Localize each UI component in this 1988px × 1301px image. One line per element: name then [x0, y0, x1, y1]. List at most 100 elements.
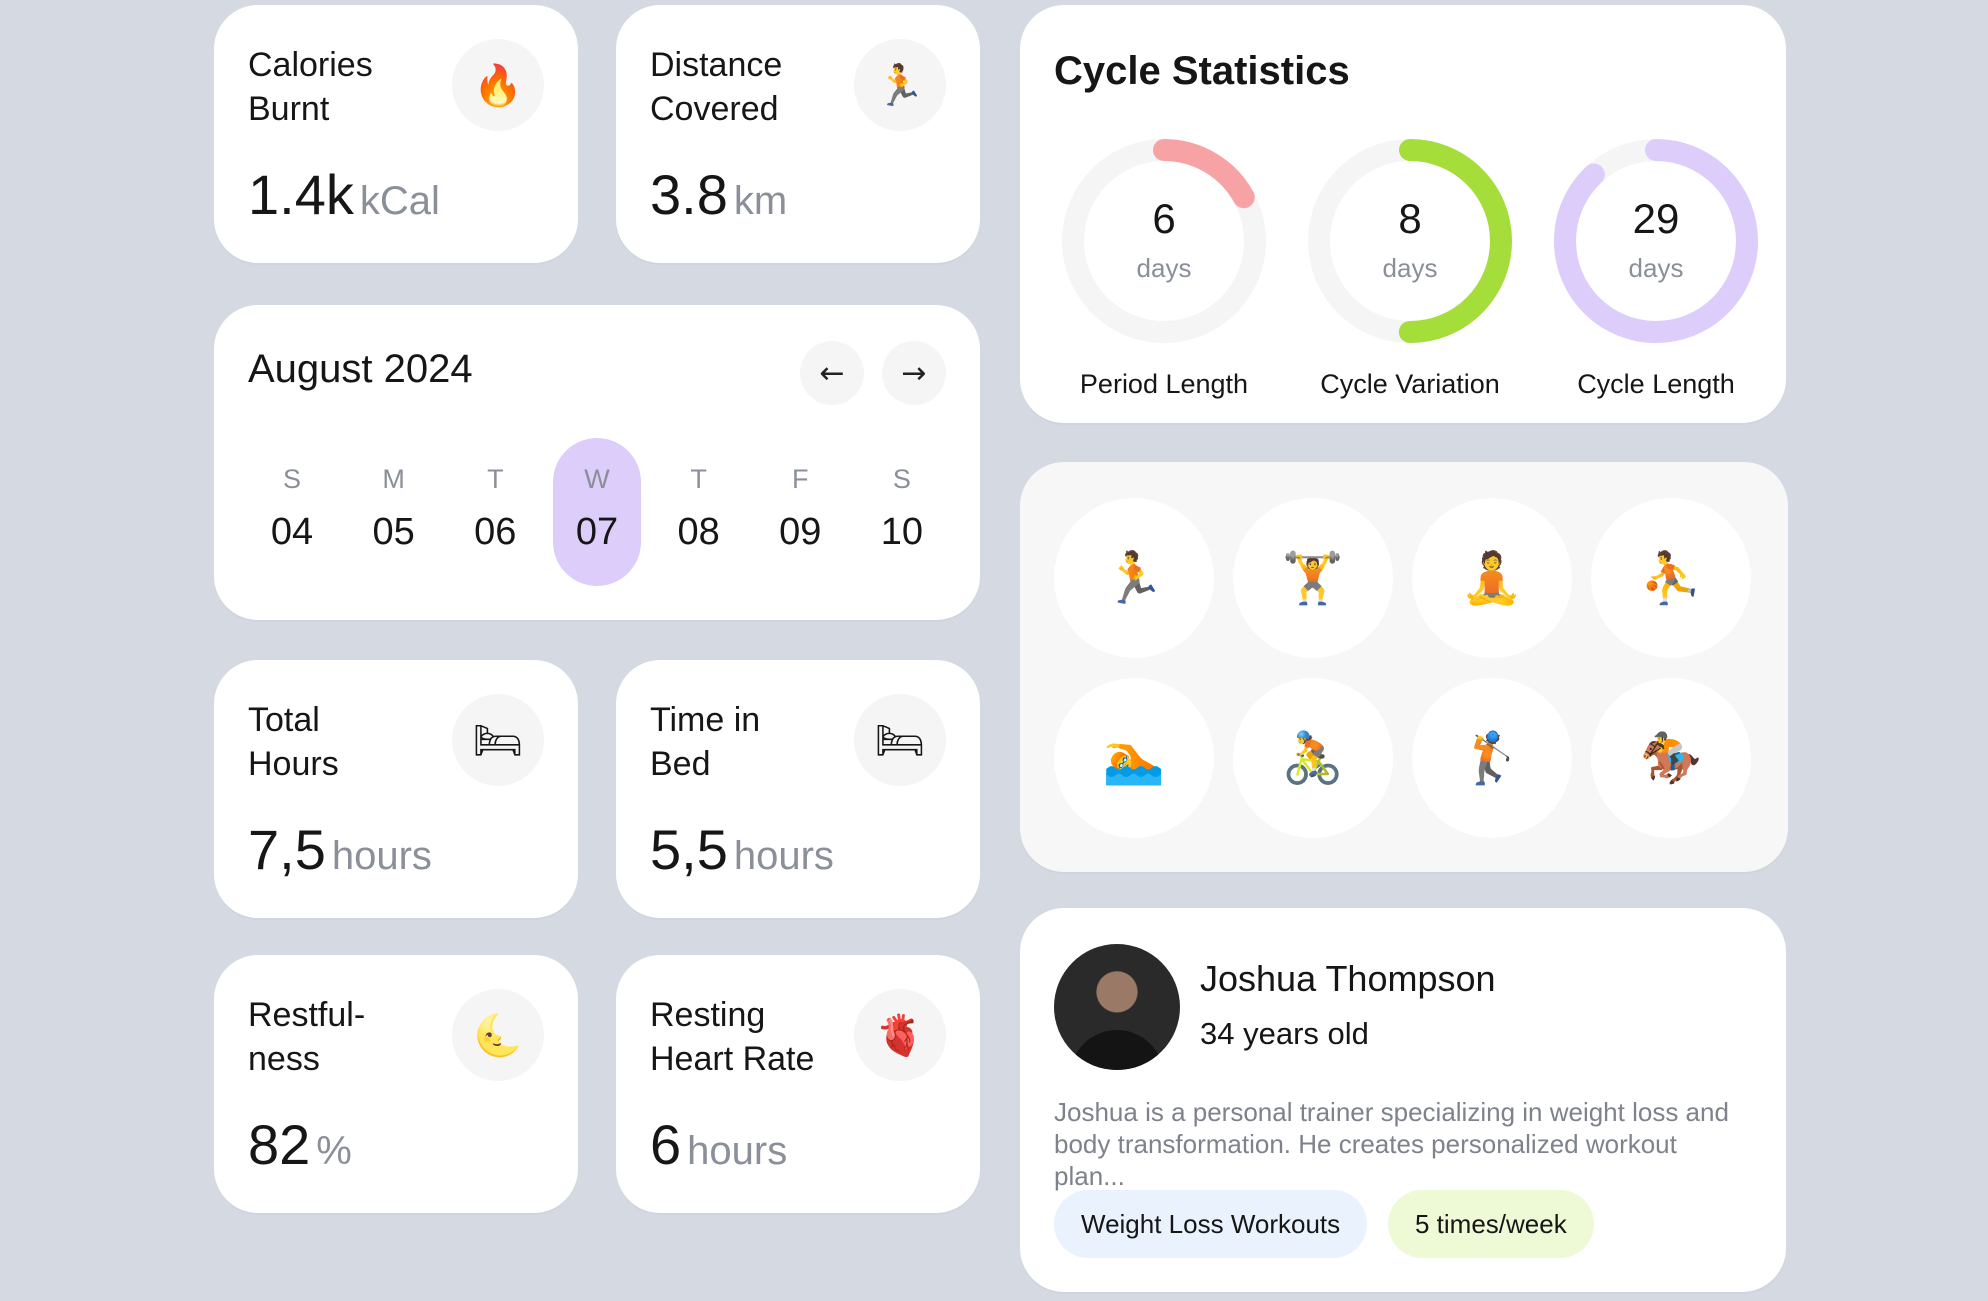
- day-10[interactable]: S 10: [858, 438, 946, 586]
- yoga-icon[interactable]: 🧘: [1412, 498, 1572, 658]
- arrow-right-icon: →: [901, 355, 927, 391]
- ring-chart: [1308, 139, 1512, 343]
- ring-value: 6: [1152, 195, 1176, 242]
- fire-icon: 🔥: [452, 39, 544, 131]
- day-label: W: [584, 464, 610, 494]
- prev-month-button[interactable]: ←: [800, 341, 864, 405]
- golf-icon[interactable]: 🏌: [1412, 678, 1572, 838]
- trainer-age: 34 years old: [1200, 1016, 1369, 1051]
- bed-icon: 🛏: [452, 694, 544, 786]
- day-08[interactable]: T 08: [655, 438, 743, 586]
- day-number: 04: [270, 511, 314, 553]
- heart-icon: 🫀: [854, 989, 946, 1081]
- ring-label: Cycle Variation: [1320, 369, 1500, 399]
- arrow-left-icon: ←: [819, 355, 845, 391]
- day-07[interactable]: W 07: [552, 438, 641, 586]
- resting-heart-rate-title: Resting Heart Rate: [650, 996, 815, 1078]
- day-05[interactable]: M 05: [350, 438, 438, 586]
- distance-unit: km: [733, 179, 788, 223]
- day-06[interactable]: T 06: [451, 438, 539, 586]
- day-label: M: [382, 464, 405, 494]
- ring-unit: days: [1136, 253, 1192, 283]
- ring-unit: days: [1628, 253, 1684, 283]
- restfulness-card: Restful- ness 🌜 82%: [214, 955, 578, 1213]
- tag-2[interactable]: 5 times/week: [1388, 1190, 1594, 1258]
- time-in-bed-title: Time in Bed: [650, 701, 761, 783]
- next-month-button[interactable]: →: [882, 341, 946, 405]
- calories-title: Calories Burnt: [248, 46, 373, 128]
- resting-heart-rate-unit: hours: [687, 1129, 788, 1173]
- day-label: T: [487, 464, 504, 494]
- calories-unit: kCal: [359, 179, 440, 223]
- cycle-ring-1: 6 days Period Length: [1054, 131, 1274, 400]
- total-hours-title: Total Hours: [248, 701, 339, 783]
- distance-value: 3.8 km: [650, 162, 787, 227]
- day-number: 07: [575, 511, 619, 553]
- distance-card: Distance Covered 🏃 3.8 km: [616, 5, 980, 263]
- day-04[interactable]: S 04: [248, 438, 336, 586]
- trainer-description: Joshua is a personal trainer specializin…: [1054, 1097, 1729, 1191]
- calendar-card: August 2024 ← → S 04 M 05 T 06 W 07 T 08 F 09 S 10: [214, 305, 980, 620]
- distance-number: 3.8: [650, 163, 728, 226]
- calories-value: 1.4k kCal: [248, 162, 440, 227]
- resting-heart-rate-number: 6: [650, 1113, 682, 1176]
- ring-progress: [1062, 139, 1266, 343]
- runner-icon: 🏃: [854, 39, 946, 131]
- restfulness-unit: %: [316, 1129, 352, 1173]
- ring-unit: days: [1382, 253, 1438, 283]
- total-hours-card: Total Hours 🛏 7,5 hours: [214, 660, 578, 918]
- cycle-ring-3: 29 days Cycle Length: [1546, 131, 1766, 400]
- total-hours-unit: hours: [331, 834, 432, 878]
- activities-card: 🏃 🏋 🧘 ⛹ 🏊 🚴 🏌 🏇: [1020, 462, 1788, 872]
- ring-value: 29: [1632, 195, 1680, 242]
- day-number: 09: [779, 511, 822, 553]
- horse-riding-icon[interactable]: 🏇: [1591, 678, 1751, 838]
- calories-number: 1.4k: [248, 163, 354, 226]
- cycling-icon[interactable]: 🚴: [1233, 678, 1393, 838]
- cycle-statistics-card: Cycle Statistics 6 days Period Length 8 days…: [1020, 5, 1786, 423]
- ring-progress: [1308, 139, 1512, 343]
- week-days: S 04 M 05 T 06 W 07 T 08 F 09 S 10: [248, 438, 946, 586]
- trainer-name: Joshua Thompson: [1200, 958, 1496, 999]
- time-in-bed-unit: hours: [733, 834, 834, 878]
- day-09[interactable]: F 09: [756, 438, 844, 586]
- distance-title: Distance Covered: [650, 46, 783, 128]
- running-icon[interactable]: 🏃: [1054, 498, 1214, 658]
- time-in-bed-number: 5,5: [650, 818, 728, 881]
- calories-card: Calories Burnt 🔥 1.4k kCal: [214, 5, 578, 263]
- day-label: T: [690, 464, 707, 494]
- resting-heart-rate-card: Resting Heart Rate 🫀 6 hours: [616, 955, 980, 1213]
- total-hours-number: 7,5: [248, 818, 326, 881]
- weightlifting-icon[interactable]: 🏋: [1233, 498, 1393, 658]
- avatar: [1054, 944, 1180, 1070]
- ring-label: Cycle Length: [1577, 369, 1735, 399]
- ring-chart: [1554, 139, 1758, 343]
- trainer-profile-card: Joshua Thompson 34 years old Joshua is a…: [1020, 908, 1786, 1292]
- resting-heart-rate-value: 6 hours: [650, 1112, 787, 1177]
- swimming-icon[interactable]: 🏊: [1054, 678, 1214, 838]
- ring-progress: [1554, 139, 1758, 343]
- restfulness-number: 82: [248, 1113, 311, 1176]
- ring-label: Period Length: [1079, 369, 1249, 399]
- day-label: S: [892, 464, 911, 494]
- bed-icon: 🛏: [854, 694, 946, 786]
- day-number: 10: [880, 511, 924, 553]
- day-number: 05: [372, 511, 415, 553]
- cycle-statistics-title: Cycle Statistics: [1054, 49, 1350, 93]
- ring-chart: [1062, 139, 1266, 343]
- time-in-bed-value: 5,5 hours: [650, 817, 834, 882]
- day-number: 06: [474, 511, 517, 553]
- restfulness-value: 82%: [248, 1112, 352, 1177]
- day-number: 08: [677, 511, 720, 553]
- tag-1[interactable]: Weight Loss Workouts: [1054, 1190, 1368, 1258]
- calendar-title: August 2024: [248, 347, 473, 391]
- day-label: S: [282, 464, 301, 494]
- moon-icon: 🌜: [452, 989, 544, 1081]
- time-in-bed-card: Time in Bed 🛏 5,5 hours: [616, 660, 980, 918]
- cycle-ring-2: 8 days Cycle Variation: [1300, 131, 1520, 400]
- day-label: F: [792, 464, 809, 494]
- ring-value: 8: [1398, 195, 1422, 242]
- total-hours-value: 7,5 hours: [248, 817, 432, 882]
- restfulness-title: Restful- ness: [248, 996, 366, 1078]
- basketball-icon[interactable]: ⛹: [1591, 498, 1751, 658]
